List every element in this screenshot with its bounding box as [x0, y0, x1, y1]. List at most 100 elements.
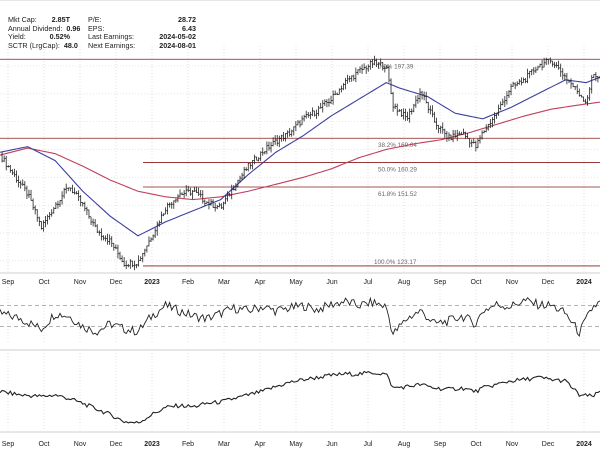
stats-left-panel: Mkt Cap: 2.85T Annual Dividend: 0.96 Yie…: [8, 15, 81, 50]
month-label: Apr: [255, 279, 267, 286]
price-bar: [203, 199, 207, 206]
price-bar: [174, 198, 178, 203]
price-bar: [96, 224, 99, 233]
price-bar: [406, 111, 409, 121]
price-bar: [52, 206, 55, 214]
price-bar: [89, 216, 93, 225]
price-bar: [129, 259, 132, 269]
price-bar: [201, 190, 204, 204]
price-bar: [352, 74, 355, 81]
price-bar: [545, 57, 548, 65]
price-bar: [429, 105, 432, 115]
month-label: Dec: [542, 279, 555, 286]
price-bar: [13, 168, 16, 177]
price-bar: [81, 202, 84, 207]
price-bar: [307, 111, 310, 118]
price-bar: [441, 122, 444, 134]
price-bar: [0, 151, 4, 163]
price-bar: [427, 101, 430, 114]
price-bar: [255, 156, 258, 161]
price-bar: [118, 251, 122, 260]
price-bar: [284, 132, 287, 142]
fib-level-label: 61.8% 151.52: [378, 191, 417, 198]
price-bar: [100, 228, 103, 241]
price-bar: [209, 199, 213, 206]
price-bar: [561, 68, 564, 80]
price-bar: [122, 257, 126, 267]
price-bar: [472, 138, 475, 144]
price-bar: [216, 204, 219, 210]
price-bar: [220, 203, 223, 210]
price-bar: [162, 213, 165, 217]
price-bar: [139, 256, 142, 261]
price-bar: [31, 198, 35, 211]
price-bar: [278, 135, 281, 148]
price-bar: [56, 200, 60, 209]
price-bar: [503, 96, 507, 108]
price-bar: [393, 103, 397, 110]
price-bar: [292, 126, 295, 136]
price-bar: [67, 187, 70, 192]
stat-next-earnings: Next Earnings: 2024-08-01: [88, 40, 196, 50]
price-bar: [530, 69, 533, 76]
price-bar: [592, 74, 595, 79]
price-bar: [166, 202, 169, 215]
price-bar: [584, 98, 587, 104]
price-bar: [147, 236, 151, 247]
price-bar: [346, 74, 349, 84]
price-bar: [257, 157, 260, 162]
price-bar: [23, 181, 27, 192]
price-bar: [410, 108, 413, 115]
stat-yield: Yield: 0.52%: [8, 32, 70, 42]
stat-last-earnings: Last Earnings: 2024-05-02: [88, 32, 196, 42]
price-bar: [578, 88, 581, 97]
price-bar: [302, 114, 306, 122]
price-bar: [40, 221, 43, 230]
month-label: Mar: [218, 441, 231, 448]
price-bar: [313, 110, 316, 117]
upper-oscillator-line: [0, 296, 600, 338]
price-bar: [50, 209, 53, 217]
month-label: 2024: [576, 441, 592, 448]
price-bar: [36, 209, 39, 222]
price-bar: [371, 59, 374, 69]
price-bar: [44, 216, 47, 228]
price-bar: [408, 108, 411, 123]
price-bar: [336, 92, 339, 96]
price-bar: [9, 164, 12, 173]
price-bar: [62, 187, 66, 199]
price-bar: [15, 170, 18, 183]
stats-right-panel: P/E: 28.72 EPS: 6.43 Last Earnings: 2024…: [88, 15, 196, 50]
price-bar: [358, 66, 362, 73]
price-bar: [116, 244, 120, 259]
price-bar: [17, 175, 20, 188]
price-bar: [120, 255, 124, 263]
price-bar: [538, 63, 542, 68]
month-label: Nov: [506, 441, 519, 448]
price-bar: [348, 75, 351, 83]
price-bar: [224, 195, 227, 205]
price-bar: [131, 260, 134, 268]
short-moving-average-line: [0, 76, 600, 237]
price-bar: [180, 192, 184, 196]
price-bar: [317, 105, 320, 117]
stat-annual-dividend: Annual Dividend: 0.96: [8, 23, 81, 33]
price-bar: [482, 130, 486, 134]
price-bar: [551, 60, 554, 67]
price-bar: [75, 191, 78, 195]
price-bar: [77, 190, 80, 202]
price-bar: [21, 179, 24, 186]
price-bar: [263, 151, 267, 155]
price-bar: [369, 60, 372, 70]
month-label: Nov: [74, 279, 87, 286]
price-bar: [338, 88, 341, 95]
fib-level-label: 0.0% 197.39: [378, 63, 414, 70]
price-bar: [85, 206, 89, 216]
price-bar: [25, 185, 29, 200]
price-bar: [60, 191, 64, 205]
price-bar: [249, 162, 252, 170]
price-bar: [133, 260, 136, 271]
month-label: 2024: [576, 279, 592, 286]
price-bar: [218, 202, 221, 208]
